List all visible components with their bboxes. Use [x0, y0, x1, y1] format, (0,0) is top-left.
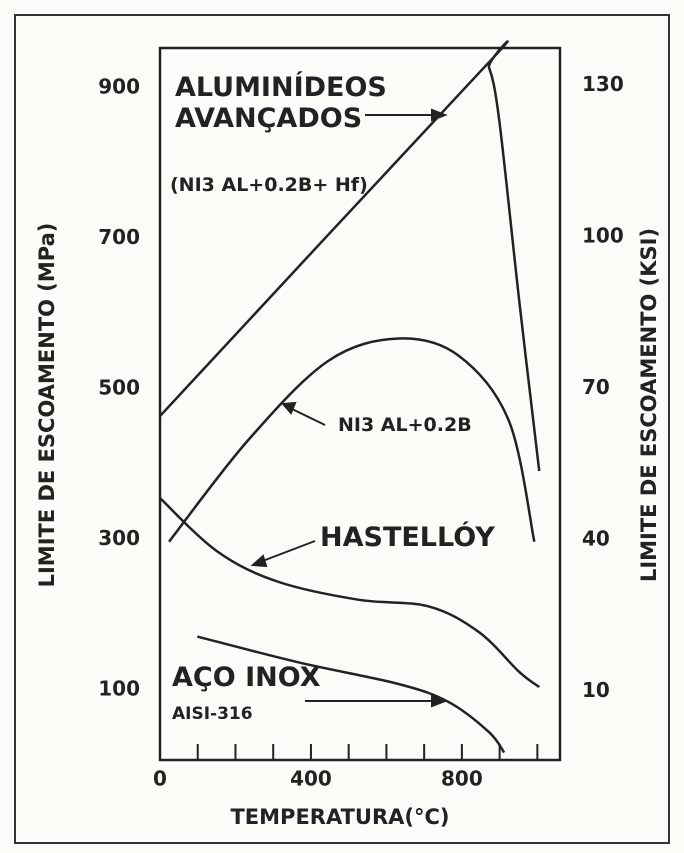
x-tick-label: 800	[441, 767, 483, 791]
y2-tick-label: 130	[582, 72, 624, 96]
y2-axis-label: LIMITE DE ESCOAMENTO (KSI)	[637, 228, 661, 582]
x-tick-label: 0	[153, 767, 167, 791]
annotation: AISI-316	[172, 704, 253, 724]
series-label: ALUMINÍDEOS AVANÇADOS	[175, 72, 387, 135]
y-axis-label: LIMITE DE ESCOAMENTO (MPa)	[35, 223, 59, 588]
y2-tick-label: 40	[582, 526, 610, 550]
y-tick-label: 900	[98, 74, 140, 98]
y2-tick-label: 100	[582, 223, 624, 247]
series-line	[197, 635, 506, 754]
plot-frame	[158, 46, 562, 762]
series-label: AÇO INOX	[172, 662, 321, 693]
series-line	[168, 337, 536, 543]
y-tick-label: 100	[98, 677, 140, 701]
arrow	[289, 407, 326, 426]
frame	[14, 14, 670, 844]
series-line	[159, 40, 541, 472]
annotation: (NI3 AL+0.2B+ Hf)	[170, 174, 368, 196]
arrow-head	[431, 694, 448, 708]
y2-tick-label: 70	[582, 375, 610, 399]
x-axis-label: TEMPERATURA(°C)	[230, 805, 449, 829]
arrow-head	[280, 401, 297, 415]
y-tick-label: 300	[98, 526, 140, 550]
arrow-head	[250, 554, 268, 568]
y-tick-label: 700	[98, 225, 140, 249]
arrow	[259, 540, 316, 563]
series-line	[159, 497, 540, 689]
y-tick-label: 500	[98, 375, 140, 399]
series-label: NI3 AL+0.2B	[338, 414, 472, 436]
x-tick-label: 400	[290, 767, 332, 791]
series-label: HASTELLÓY	[320, 522, 495, 553]
y2-tick-label: 10	[582, 678, 610, 702]
